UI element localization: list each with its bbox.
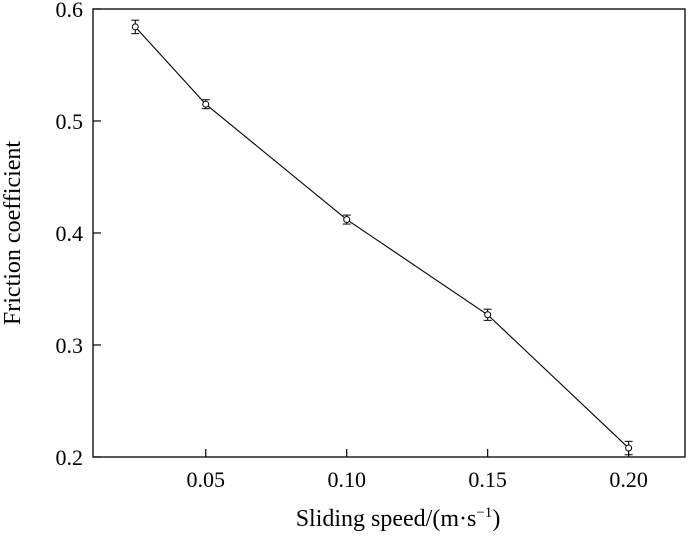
- x-tick-label: 0.15: [468, 467, 507, 492]
- data-point: [202, 100, 210, 108]
- x-axis-title-suffix: ): [492, 506, 500, 532]
- x-axis: 0.05 0.10 0.15 0.20: [187, 449, 648, 492]
- x-axis-title: Sliding speed/(m·s−1): [296, 505, 501, 532]
- x-axis-title-superscript: −1: [476, 505, 492, 521]
- y-tick-label: 0.5: [56, 109, 84, 134]
- plot-area: [92, 8, 686, 458]
- series-line: [134, 26, 629, 449]
- data-point: [625, 444, 633, 452]
- y-tick-label: 0.3: [56, 333, 84, 358]
- x-tick-label: 0.20: [609, 467, 648, 492]
- y-tick-label: 0.4: [56, 221, 84, 246]
- x-tick-label: 0.10: [327, 467, 366, 492]
- y-axis-title: Friction coefficient: [0, 141, 26, 325]
- data-point: [484, 311, 492, 319]
- x-tick-label: 0.05: [187, 467, 226, 492]
- y-axis: 0.2 0.3 0.4 0.5 0.6: [56, 0, 101, 470]
- y-tick-label: 0.2: [56, 445, 84, 470]
- data-point: [131, 23, 139, 31]
- y-tick-label: 0.6: [56, 0, 84, 22]
- plot-frame: [92, 8, 686, 458]
- data-point: [343, 216, 351, 224]
- data-series: [131, 19, 633, 456]
- x-axis-title-main: Sliding speed/(m·s: [296, 506, 477, 532]
